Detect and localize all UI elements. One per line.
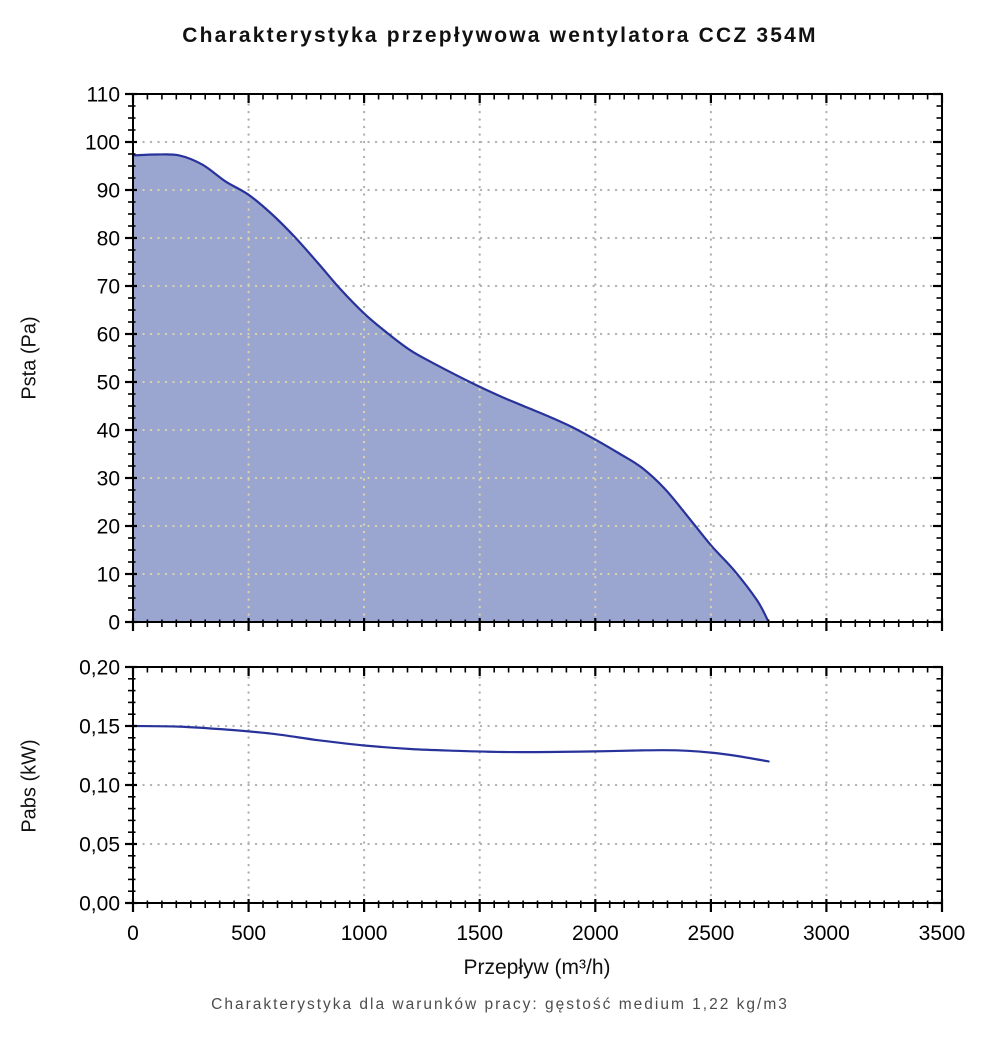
pabs-ytick-label: 0,15 (79, 716, 120, 739)
pabs-ytick-label: 0,10 (79, 775, 120, 798)
pabs-axis-title: Pabs (kW) (18, 739, 41, 833)
psta-ytick-label: 30 (97, 468, 120, 491)
xtick-label: 500 (231, 922, 266, 945)
psta-ytick-label: 80 (97, 228, 120, 251)
psta-plot: 0 10 20 30 40 50 60 70 80 90 100 110 (85, 84, 944, 635)
psta-ytick-label: 10 (97, 564, 120, 587)
ticks (125, 92, 944, 631)
pabs-plot: 0,00 0,05 0,10 0,15 0,20 0 500 1000 1500 2000 2500… (79, 657, 965, 946)
psta-ytick-label: 20 (97, 516, 120, 539)
psta-ytick-label: 100 (85, 132, 120, 155)
figure-title: Charakterystyka przepływowa wentylatora … (182, 24, 818, 47)
psta-ytick-label: 110 (87, 84, 120, 107)
xtick-label: 3500 (919, 922, 966, 945)
ticks (125, 665, 944, 912)
pabs-ytick-label: 0,20 (79, 657, 120, 680)
xtick-label: 0 (127, 922, 139, 945)
psta-ytick-label: 50 (97, 372, 120, 395)
operating-conditions-note: Charakterystyka dla warunków pracy: gęst… (211, 996, 789, 1013)
xtick-label: 3000 (803, 922, 850, 945)
psta-ytick-label: 70 (97, 276, 120, 299)
plot-frame (132, 666, 943, 904)
x-axis-title: Przepływ (m³/h) (463, 956, 611, 979)
xtick-label: 2000 (572, 922, 619, 945)
psta-ytick-label: 90 (97, 180, 120, 203)
psta-ytick-label: 60 (97, 324, 120, 347)
psta-ytick-label: 40 (97, 420, 120, 443)
psta-axis-title: Psta (Pa) (18, 316, 41, 400)
Pabs-curve (131, 724, 770, 763)
Psta-curve (131, 153, 770, 624)
grid-dotted (134, 668, 942, 903)
pabs-ytick-label: 0,00 (79, 893, 120, 916)
Psta-area-fill (133, 154, 769, 623)
xtick-label: 1000 (341, 922, 388, 945)
pabs-ytick-label: 0,05 (79, 834, 120, 857)
xtick-label: 1500 (456, 922, 503, 945)
psta-ytick-label: 0 (108, 612, 120, 635)
xtick-label: 2500 (688, 922, 735, 945)
